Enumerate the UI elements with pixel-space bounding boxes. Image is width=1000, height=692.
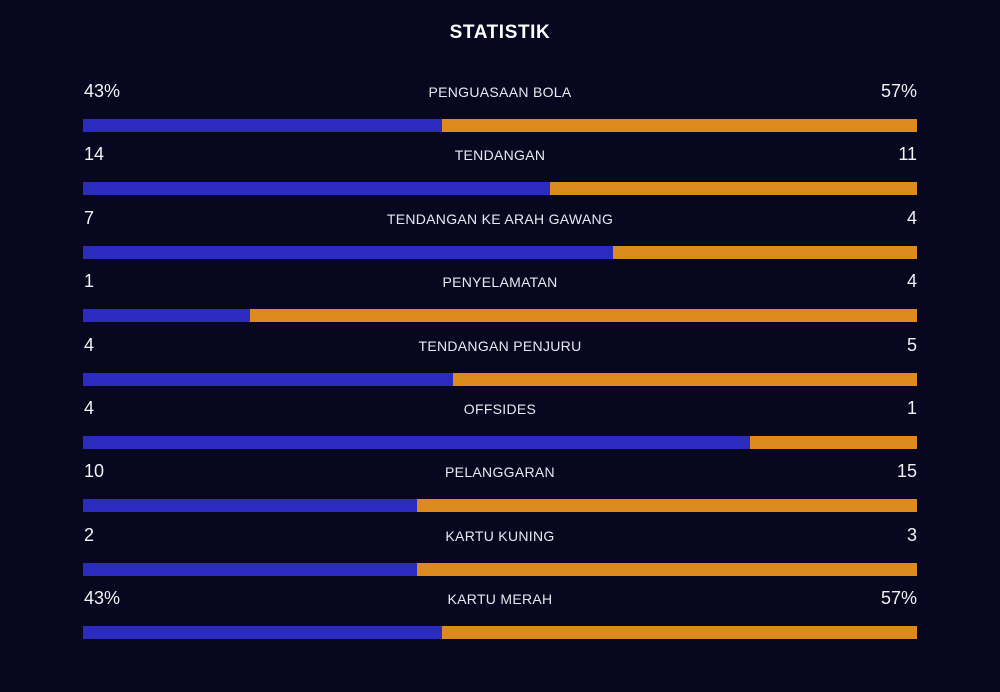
stat-label: TENDANGAN PENJURU [418, 337, 582, 354]
away-bar-segment [441, 626, 917, 640]
stat-label: PENGUASAAN BOLA [428, 84, 572, 100]
home-value: 4 [84, 334, 95, 355]
stat-row-kartu-merah: 43% KARTU MERAH 57% [83, 587, 917, 650]
away-bar-segment [441, 119, 917, 132]
stat-label: KARTU MERAH [447, 591, 553, 608]
away-value: 57% [880, 588, 917, 609]
away-value: 15 [896, 461, 917, 482]
comparison-bar [83, 372, 917, 386]
comparison-bar [83, 245, 917, 259]
comparison-bar [83, 562, 917, 576]
stats-title: STATISTIK [449, 22, 551, 43]
away-value: 1 [906, 397, 917, 418]
home-value: 10 [84, 461, 105, 482]
comparison-bar [83, 309, 917, 323]
away-value: 5 [906, 334, 917, 355]
comparison-bar [83, 435, 917, 449]
away-bar-segment [750, 435, 917, 449]
stat-label: PELANGGARAN [445, 464, 555, 481]
away-bar-segment [613, 245, 917, 259]
stat-label: PENYELAMATAN [442, 274, 558, 291]
home-value: 43% [84, 81, 121, 101]
home-value: 1 [84, 271, 95, 292]
home-bar-segment [83, 562, 417, 576]
home-bar-segment [83, 309, 250, 323]
home-bar-segment [83, 499, 417, 513]
stat-row-penguasaan-bola: 43% PENGUASAAN BOLA 57% [83, 80, 917, 143]
away-value: 4 [906, 271, 917, 292]
stat-row-penyelamatan: 1 PENYELAMATAN 4 [83, 270, 917, 333]
comparison-bar [83, 499, 917, 513]
away-bar-segment [416, 499, 917, 513]
home-bar-segment [83, 182, 551, 196]
home-value: 4 [84, 397, 95, 418]
home-bar-segment [83, 626, 442, 640]
stat-row-tendangan-penjuru: 4 TENDANGAN PENJURU 5 [83, 334, 917, 397]
comparison-bar [83, 626, 917, 640]
home-value: 43% [84, 588, 121, 609]
home-value: 14 [84, 144, 105, 165]
away-bar-segment [416, 562, 917, 576]
stat-row-kartu-kuning: 2 KARTU KUNING 3 [83, 524, 917, 587]
away-value: 11 [898, 144, 917, 165]
stat-row-tendangan: 14 TENDANGAN 11 [83, 143, 917, 206]
home-value: 2 [84, 524, 95, 545]
home-bar-segment [83, 435, 751, 449]
home-value: 7 [84, 207, 95, 228]
away-bar-segment [550, 182, 917, 196]
comparison-bar [83, 182, 917, 196]
stats-list: 43% PENGUASAAN BOLA 57% 14 TENDANGAN 11 … [83, 80, 917, 651]
away-value: 57% [880, 81, 917, 101]
stat-row-tendangan-ke-arah-gawang: 7 TENDANGAN KE ARAH GAWANG 4 [83, 207, 917, 270]
home-bar-segment [83, 119, 442, 132]
stat-label: KARTU KUNING [445, 527, 555, 544]
stat-label: TENDANGAN KE ARAH GAWANG [386, 210, 614, 227]
stat-label: TENDANGAN [454, 147, 546, 164]
away-value: 4 [906, 207, 917, 228]
away-bar-segment [453, 372, 917, 386]
away-value: 3 [906, 524, 917, 545]
comparison-bar [83, 119, 917, 132]
away-bar-segment [249, 309, 917, 323]
home-bar-segment [83, 245, 614, 259]
stat-row-offsides: 4 OFFSIDES 1 [83, 397, 917, 460]
stat-label: OFFSIDES [463, 400, 537, 417]
home-bar-segment [83, 372, 454, 386]
stat-row-pelanggaran: 10 PELANGGARAN 15 [83, 460, 917, 523]
